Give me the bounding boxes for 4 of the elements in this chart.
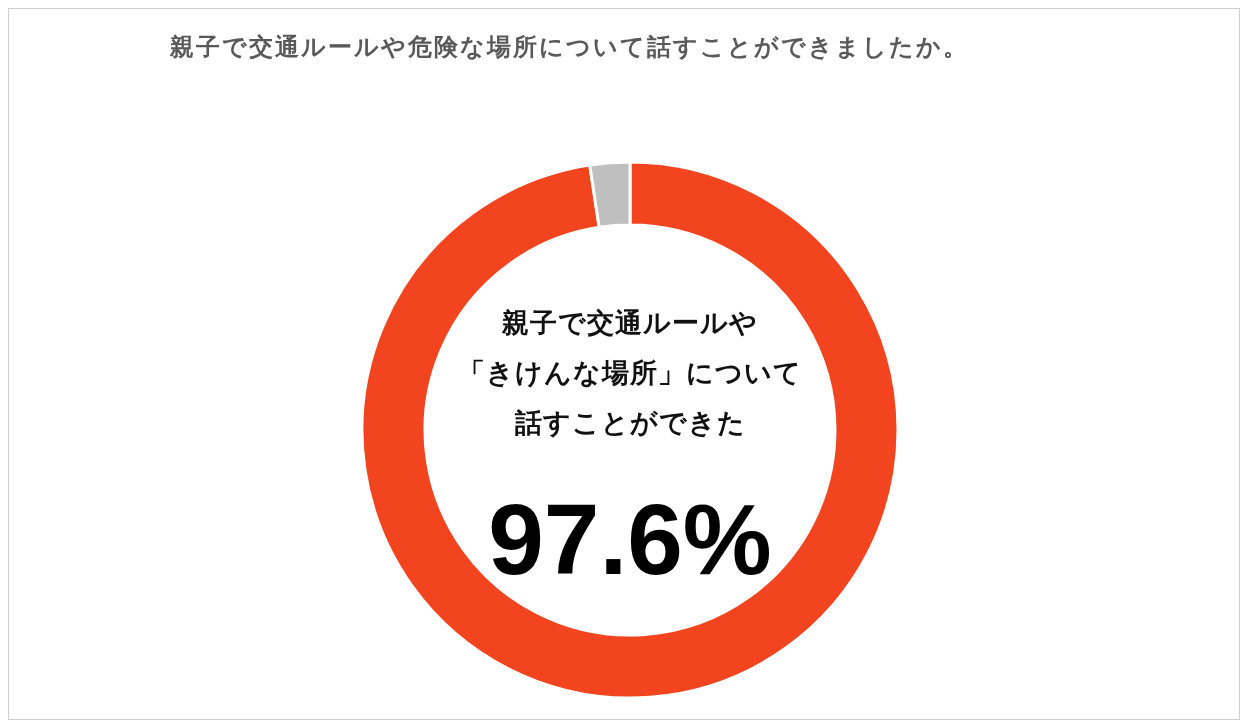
- data-label: 97.6%: [488, 483, 772, 595]
- slice-label: 親子で交通ルールや「きけんな場所」について話すことができた: [458, 307, 802, 438]
- chart-title: 親子で交通ルールや危険な場所について話すことができましたか。: [170, 32, 969, 63]
- donut-slice: [360, 160, 900, 700]
